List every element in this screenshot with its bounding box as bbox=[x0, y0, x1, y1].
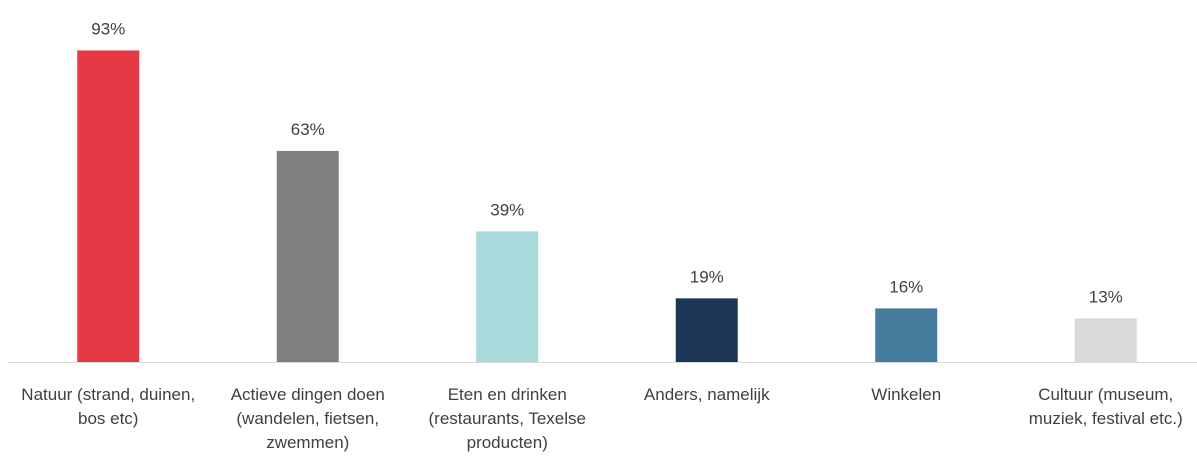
x-tick-label: Natuur (strand, duinen, bos etc) bbox=[21, 385, 196, 428]
bar bbox=[1074, 318, 1137, 362]
x-tick-label: Actieve dingen doen (wandelen, fietsen, … bbox=[230, 385, 385, 452]
data-label: 63% bbox=[291, 120, 325, 139]
x-tick-label: Anders, namelijk bbox=[643, 385, 770, 404]
data-label: 13% bbox=[1089, 287, 1123, 306]
data-label: 93% bbox=[91, 19, 125, 38]
data-label: 16% bbox=[889, 277, 923, 296]
bar bbox=[875, 308, 938, 362]
data-label: 19% bbox=[690, 267, 724, 286]
bar bbox=[77, 50, 140, 362]
bar bbox=[276, 150, 339, 362]
bar bbox=[476, 231, 539, 362]
x-tick-label: Eten en drinken (restaurants, Texelse pr… bbox=[428, 385, 586, 452]
x-tick-label: Cultuur (museum, muziek, festival etc.) bbox=[1028, 385, 1183, 428]
data-label: 39% bbox=[490, 200, 524, 219]
x-tick-label: Winkelen bbox=[871, 385, 942, 404]
bar bbox=[675, 298, 738, 362]
